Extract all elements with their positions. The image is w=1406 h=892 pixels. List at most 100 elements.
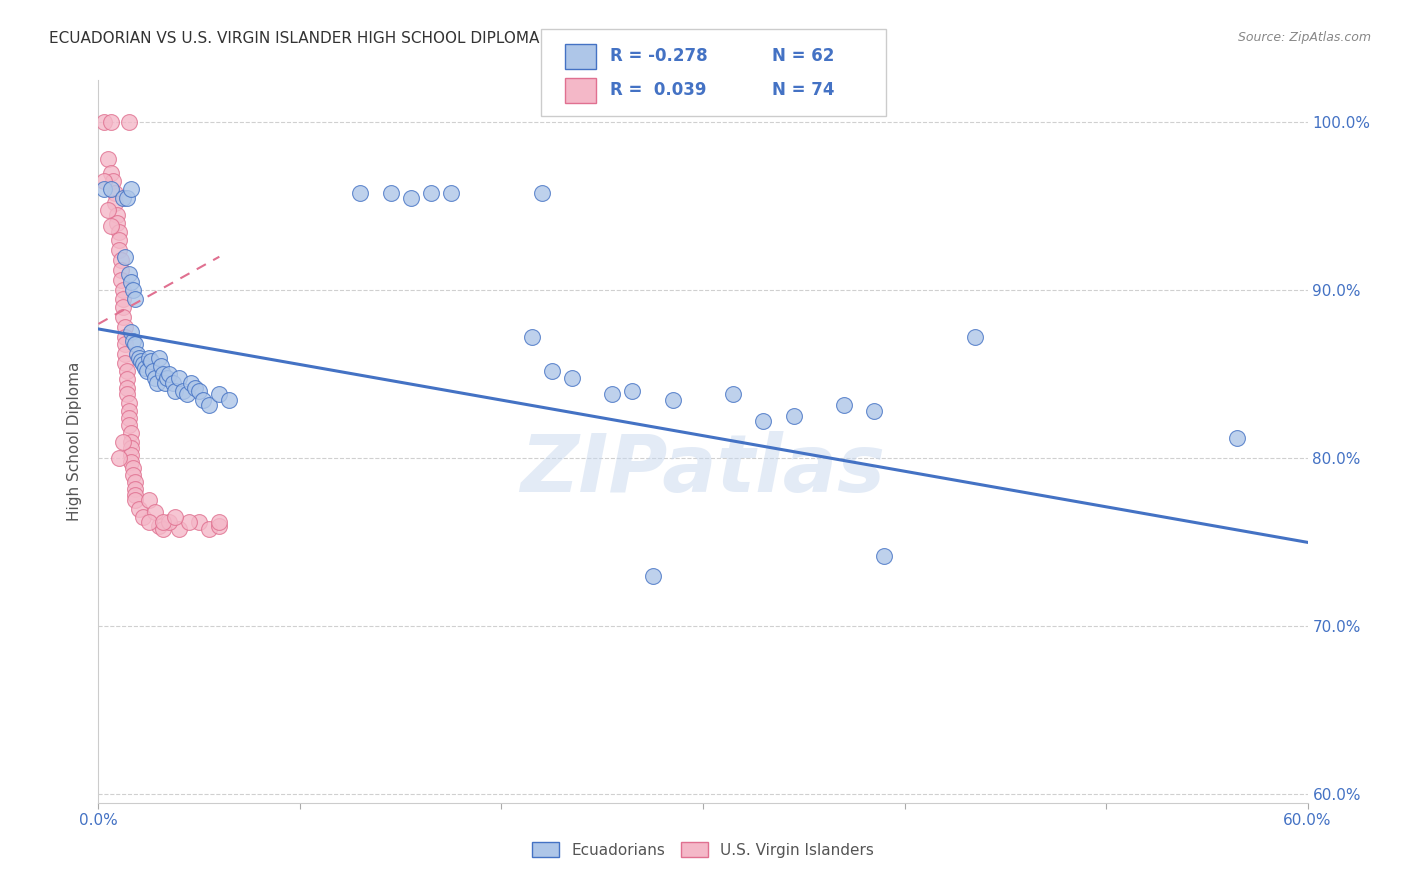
Point <box>120 448 142 462</box>
Point <box>100 166 122 180</box>
Point <box>111 310 134 325</box>
Point <box>100 182 122 196</box>
Point <box>100 115 122 129</box>
Point <box>152 522 174 536</box>
Point <box>143 505 166 519</box>
Point <box>120 275 142 289</box>
Point <box>124 482 146 496</box>
Point <box>101 174 124 188</box>
Point <box>124 493 146 508</box>
Point <box>118 417 141 432</box>
Point <box>752 414 775 428</box>
Point <box>561 370 583 384</box>
Point <box>153 376 176 390</box>
Point <box>124 475 146 489</box>
Point <box>163 384 186 398</box>
Point <box>134 360 156 375</box>
Point <box>97 202 120 217</box>
Point <box>132 510 155 524</box>
Point <box>188 384 211 398</box>
Point <box>125 347 148 361</box>
Point <box>120 434 142 449</box>
Point <box>120 182 142 196</box>
Point <box>115 387 138 401</box>
Point <box>138 515 160 529</box>
Point <box>114 355 136 369</box>
Text: N = 74: N = 74 <box>772 81 834 99</box>
Point <box>120 426 142 441</box>
Point <box>162 376 184 390</box>
Point <box>115 381 138 395</box>
Point <box>167 522 190 536</box>
Text: ZIPatlas: ZIPatlas <box>520 432 886 509</box>
Point <box>184 381 207 395</box>
Point <box>115 191 138 205</box>
Point <box>965 330 987 344</box>
Point <box>107 243 129 257</box>
Point <box>520 330 543 344</box>
Point <box>167 370 190 384</box>
Point <box>121 468 143 483</box>
Point <box>218 392 240 407</box>
Point <box>179 515 201 529</box>
Point <box>129 354 152 368</box>
Point <box>114 330 136 344</box>
Point <box>873 549 896 563</box>
Point <box>114 250 136 264</box>
Point <box>146 376 169 390</box>
Point <box>120 326 142 340</box>
Point <box>124 337 146 351</box>
Point <box>118 404 141 418</box>
Point <box>115 364 138 378</box>
Point <box>863 404 886 418</box>
Point <box>115 372 138 386</box>
Point <box>118 267 141 281</box>
Point <box>107 451 129 466</box>
Point <box>180 376 202 390</box>
Point <box>138 493 160 508</box>
Point <box>124 292 146 306</box>
Point <box>120 455 142 469</box>
Point <box>540 364 562 378</box>
Point <box>661 392 683 407</box>
Point <box>420 186 443 200</box>
Point <box>198 522 221 536</box>
Point <box>105 208 128 222</box>
Point <box>380 186 402 200</box>
Point <box>723 387 745 401</box>
Point <box>602 387 624 401</box>
Point <box>832 398 855 412</box>
Point <box>152 515 174 529</box>
Point <box>399 191 422 205</box>
Point <box>641 569 664 583</box>
Point <box>148 518 170 533</box>
Point <box>103 196 125 211</box>
Point <box>208 387 231 401</box>
Point <box>110 263 132 277</box>
Point <box>120 442 142 456</box>
Point <box>1226 431 1249 445</box>
Point <box>93 182 115 196</box>
Point <box>530 186 553 200</box>
Point <box>139 354 162 368</box>
Point <box>135 364 157 378</box>
Point <box>176 387 198 401</box>
Point <box>143 370 166 384</box>
Point <box>111 283 134 297</box>
Point <box>188 515 211 529</box>
Text: R = -0.278: R = -0.278 <box>610 47 707 65</box>
Point <box>103 186 125 200</box>
Point <box>193 392 215 407</box>
Point <box>138 351 160 365</box>
Point <box>163 510 186 524</box>
Text: N = 62: N = 62 <box>772 47 834 65</box>
Point <box>111 292 134 306</box>
Point <box>148 351 170 365</box>
Text: R =  0.039: R = 0.039 <box>610 81 707 99</box>
Y-axis label: High School Diploma: High School Diploma <box>67 362 83 521</box>
Point <box>142 364 165 378</box>
Point <box>152 368 174 382</box>
Point <box>172 384 194 398</box>
Point <box>783 409 806 424</box>
Point <box>93 115 115 129</box>
